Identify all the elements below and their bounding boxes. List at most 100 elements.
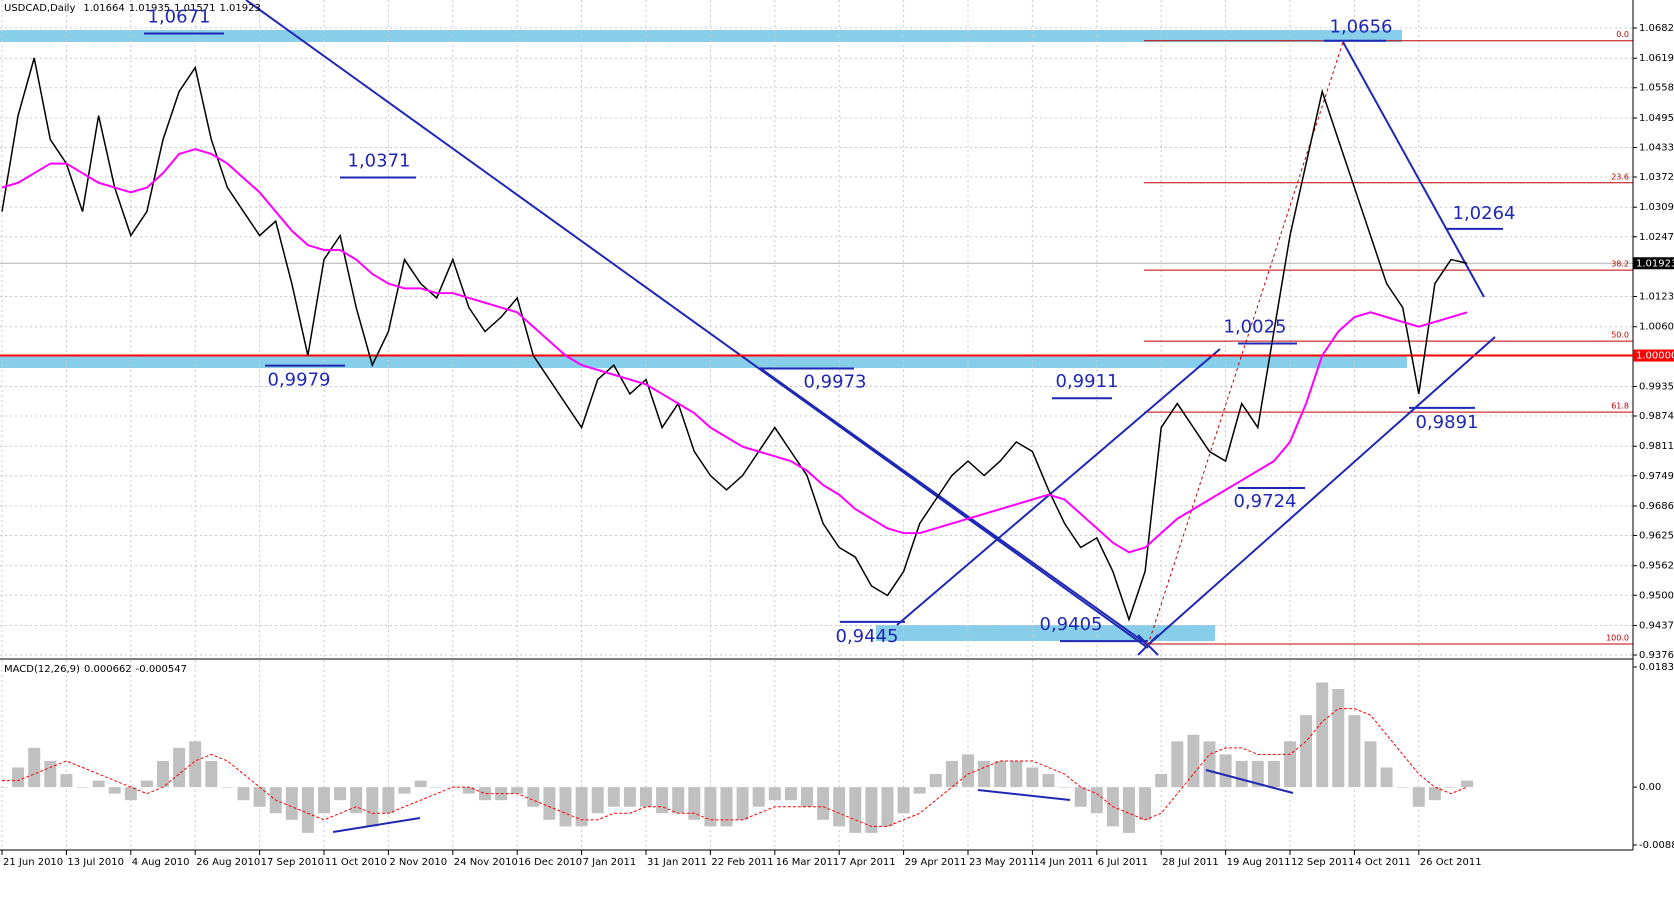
macd-bar bbox=[1267, 760, 1280, 788]
macd-bar bbox=[366, 787, 379, 827]
macd-bar bbox=[253, 787, 266, 807]
x-tick-label: 12 Sep 2011 bbox=[1291, 857, 1354, 868]
macd-bar bbox=[736, 787, 749, 820]
annotation-label: 1,0264 bbox=[1453, 203, 1516, 224]
macd-bar bbox=[1219, 754, 1232, 788]
macd-bar bbox=[1026, 767, 1039, 788]
macd-bar bbox=[1235, 760, 1248, 788]
macd-bar bbox=[318, 787, 330, 814]
x-tick-label: 2 Nov 2010 bbox=[389, 857, 447, 868]
ohlc-value: 1.01571 bbox=[174, 3, 215, 14]
x-tick-label: 23 May 2011 bbox=[969, 857, 1034, 868]
series-line bbox=[2, 708, 1468, 827]
y-tick-label: 0.94375 bbox=[1639, 620, 1674, 631]
symbol: USDCAD,Daily bbox=[4, 3, 75, 14]
macd-bar bbox=[108, 787, 121, 794]
macd-bar bbox=[60, 774, 73, 788]
x-tick-label: 26 Oct 2011 bbox=[1420, 857, 1482, 868]
x-tick-label: 19 Aug 2011 bbox=[1227, 857, 1291, 868]
macd-bar bbox=[479, 787, 491, 801]
fibo-label: 100.0 bbox=[1606, 633, 1629, 642]
macd-bar bbox=[543, 787, 556, 820]
trend-line bbox=[896, 348, 1221, 626]
divergence-line bbox=[977, 789, 1071, 801]
macd-bar bbox=[189, 741, 202, 788]
macd-bar bbox=[656, 787, 669, 814]
y-tick-label: 1.03720 bbox=[1639, 172, 1674, 183]
macd-bar bbox=[1090, 787, 1103, 814]
trend-line bbox=[1342, 41, 1485, 298]
header: USDCAD,Daily 1.01664 1.01935 1.01571 1.01923 bbox=[4, 3, 261, 14]
zone bbox=[0, 356, 1407, 368]
macd-bar bbox=[1316, 682, 1329, 788]
x-tick-label: 31 Jan 2011 bbox=[647, 857, 707, 868]
macd-bar bbox=[140, 780, 153, 788]
y-tick-label: 1.04335 bbox=[1639, 142, 1674, 153]
macd-bar bbox=[1380, 767, 1393, 788]
x-tick-label: 13 Jul 2010 bbox=[67, 857, 124, 868]
x-tick-label: 11 Oct 2010 bbox=[325, 857, 387, 868]
macd-bar bbox=[768, 787, 781, 801]
macd-bar bbox=[1203, 741, 1216, 788]
macd-bar bbox=[1428, 787, 1441, 801]
macd-bar bbox=[865, 787, 878, 833]
macd-bar bbox=[913, 787, 926, 794]
divergence-line bbox=[332, 817, 421, 833]
macd-bar bbox=[704, 787, 717, 827]
y-tick-label: 0.97495 bbox=[1639, 471, 1674, 482]
macd-bar bbox=[1139, 787, 1152, 820]
series-line bbox=[1, 148, 1468, 554]
macd-bar bbox=[173, 747, 186, 788]
divergence-line bbox=[1205, 769, 1294, 794]
macd-bar bbox=[849, 787, 862, 833]
macd-bar bbox=[221, 787, 234, 788]
y-tick-label: 0.96865 bbox=[1639, 501, 1674, 512]
fibo-label: 23.6 bbox=[1611, 172, 1629, 181]
fibo-label: 38.2 bbox=[1611, 260, 1629, 269]
macd-reading: 0.000662 bbox=[84, 664, 132, 675]
y-tick-label: 1.01230 bbox=[1639, 292, 1674, 303]
macd-bar bbox=[76, 787, 89, 788]
macd-reading: -0.000547 bbox=[136, 664, 187, 675]
x-tick-label: 17 Sep 2010 bbox=[261, 857, 324, 868]
macd-bar bbox=[0, 787, 8, 788]
macd-bar bbox=[382, 787, 395, 814]
macd-header: MACD(12,26,9) 0.000662 -0.000547 bbox=[4, 664, 187, 675]
y-tick-label: 1.04950 bbox=[1639, 113, 1674, 124]
macd-bar bbox=[1284, 741, 1296, 788]
x-tick-label: 6 Jul 2011 bbox=[1098, 857, 1148, 868]
y-tick-label: 0.95005 bbox=[1639, 590, 1674, 601]
macd-bar bbox=[1251, 760, 1264, 788]
x-tick-label: 7 Apr 2011 bbox=[840, 857, 895, 868]
annotation-label: 0,9973 bbox=[804, 371, 867, 392]
x-tick-label: 16 Mar 2011 bbox=[776, 857, 839, 868]
macd-bar bbox=[44, 760, 57, 788]
annotation-label: 0,9891 bbox=[1416, 412, 1479, 433]
macd-bar bbox=[801, 787, 813, 807]
macd-bar bbox=[1396, 787, 1409, 788]
macd-bar bbox=[1123, 787, 1135, 833]
y-tick-label: 1.06825 bbox=[1639, 23, 1674, 34]
macd-bar bbox=[784, 787, 797, 801]
ohlc-value: 1.01923 bbox=[219, 3, 260, 14]
macd-bar bbox=[1300, 715, 1313, 788]
annotation-label: 1,0656 bbox=[1330, 17, 1393, 38]
macd-bar bbox=[833, 787, 846, 827]
x-tick-label: 22 Feb 2011 bbox=[711, 857, 773, 868]
macd-bar bbox=[559, 787, 572, 827]
fibo-label: 61.8 bbox=[1611, 402, 1629, 411]
fibo-label: 0.0 bbox=[1616, 30, 1629, 39]
y-tick-label: 0.018363 bbox=[1639, 662, 1674, 673]
macd-bar bbox=[430, 787, 443, 788]
macd-bar bbox=[945, 760, 958, 788]
y-tick-label: 1.02475 bbox=[1639, 232, 1674, 243]
x-tick-label: 4 Aug 2010 bbox=[132, 857, 190, 868]
macd-bar bbox=[1445, 787, 1457, 788]
macd-bar bbox=[414, 780, 427, 788]
